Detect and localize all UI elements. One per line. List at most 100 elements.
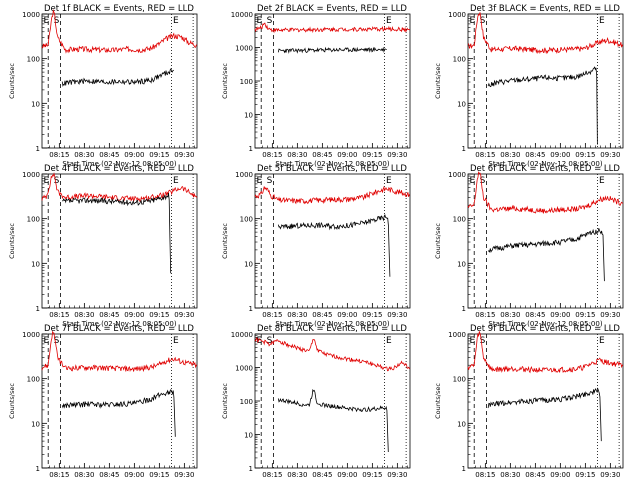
x-tick-label: 09:15 xyxy=(149,471,169,479)
y-axis-label: Counts/sec xyxy=(221,383,229,419)
x-tick-label: 09:15 xyxy=(149,151,169,159)
plot-frame xyxy=(254,13,411,149)
panel-title: Det 4f BLACK = Events, RED = LLD xyxy=(44,164,194,174)
lld-series-line xyxy=(41,330,198,373)
interval-marker: S xyxy=(267,336,273,346)
x-tick-label: 09:15 xyxy=(362,311,382,319)
y-tick-label: 100 xyxy=(240,398,253,406)
x-tick-label: 09:15 xyxy=(149,311,169,319)
panel-6: Det 6f BLACK = Events, RED = LLD Counts/s… xyxy=(434,164,624,328)
x-tick-label: 08:45 xyxy=(312,311,332,319)
panel-title: Det 9f BLACK = Events, RED = LLD xyxy=(470,324,620,334)
interval-marker: E xyxy=(386,176,392,186)
panel-1: Det 1f BLACK = Events, RED = LLD Counts/s… xyxy=(8,4,198,168)
y-axis-label: Counts/sec xyxy=(221,223,229,259)
y-tick-label: 10 xyxy=(31,420,40,428)
x-axis-label: Start Time (02-Nov-12 08:05:00) xyxy=(62,160,176,168)
panel-title: Det 2f BLACK = Events, RED = LLD xyxy=(257,4,407,14)
x-tick-label: 08:30 xyxy=(500,311,520,319)
y-axis-label: Counts/sec xyxy=(434,223,442,259)
panel-title: Det 7f BLACK = Events, RED = LLD xyxy=(44,324,194,334)
interval-marker: S xyxy=(480,16,486,26)
y-tick-label: 100 xyxy=(27,216,40,224)
y-tick-label: 1 xyxy=(462,305,466,313)
panel-8: Det 8f BLACK = Events, RED = LLD Counts/s… xyxy=(221,324,411,479)
x-tick-label: 08:30 xyxy=(74,151,94,159)
y-tick-label: 100 xyxy=(453,376,466,384)
x-tick-label: 08:45 xyxy=(525,471,545,479)
x-tick-label: 09:30 xyxy=(387,151,407,159)
y-axis-label: Counts/sec xyxy=(8,383,16,419)
events-series-line xyxy=(487,228,605,282)
y-tick-label: 100 xyxy=(27,56,40,64)
x-tick-label: 09:30 xyxy=(600,151,620,159)
panel-title: Det 1f BLACK = Events, RED = LLD xyxy=(44,4,194,14)
x-tick-label: 08:45 xyxy=(99,311,119,319)
x-tick-label: 09:30 xyxy=(600,471,620,479)
x-tick-label: 08:30 xyxy=(287,471,307,479)
y-axis-label: Counts/sec xyxy=(221,63,229,99)
y-tick-label: 1 xyxy=(36,145,40,153)
x-tick-label: 08:15 xyxy=(262,471,282,479)
x-axis-label: Start Time (02-Nov-12 08:05:00) xyxy=(488,320,602,328)
y-tick-label: 1 xyxy=(249,305,253,313)
x-tick-label: 08:30 xyxy=(500,471,520,479)
x-tick-label: 09:30 xyxy=(600,311,620,319)
y-tick-label: 100 xyxy=(27,376,40,384)
x-tick-label: 08:15 xyxy=(262,311,282,319)
x-axis-label: Start Time (02-Nov-12 08:05:00) xyxy=(275,320,389,328)
interval-marker: S xyxy=(267,176,273,186)
x-tick-label: 08:45 xyxy=(99,471,119,479)
interval-marker: E xyxy=(386,16,392,26)
x-tick-label: 09:15 xyxy=(575,471,595,479)
x-tick-label: 08:45 xyxy=(99,151,119,159)
y-tick-label: 1000 xyxy=(235,45,253,53)
y-tick-label: 1000 xyxy=(448,171,466,179)
plot-frame xyxy=(41,173,198,309)
interval-marker: S xyxy=(54,336,60,346)
y-tick-label: 100 xyxy=(453,216,466,224)
y-tick-label: 1 xyxy=(249,145,253,153)
x-tick-label: 09:00 xyxy=(550,471,570,479)
lld-series-line xyxy=(467,171,624,214)
x-tick-label: 09:15 xyxy=(362,471,382,479)
interval-marker: E xyxy=(599,336,605,346)
events-series-line xyxy=(61,389,176,437)
x-tick-label: 08:30 xyxy=(287,311,307,319)
events-series-line xyxy=(62,192,172,274)
x-tick-label: 09:30 xyxy=(174,311,194,319)
x-tick-label: 09:00 xyxy=(124,471,144,479)
interval-marker: S xyxy=(54,16,60,26)
x-tick-label: 08:45 xyxy=(525,151,545,159)
y-tick-label: 10 xyxy=(457,420,466,428)
x-tick-label: 09:00 xyxy=(337,151,357,159)
lld-series-line xyxy=(41,9,198,54)
x-tick-label: 08:15 xyxy=(49,471,69,479)
y-tick-label: 1000 xyxy=(22,11,40,19)
y-tick-label: 1000 xyxy=(448,11,466,19)
lld-series-line xyxy=(254,337,411,372)
x-tick-label: 09:30 xyxy=(174,471,194,479)
events-series-line xyxy=(277,213,391,277)
y-tick-label: 100 xyxy=(453,56,466,64)
events-series-line xyxy=(487,66,598,145)
y-tick-label: 1000 xyxy=(235,171,253,179)
x-tick-label: 09:30 xyxy=(174,151,194,159)
y-tick-label: 1000 xyxy=(235,365,253,373)
x-tick-label: 09:00 xyxy=(337,311,357,319)
panel-title: Det 6f BLACK = Events, RED = LLD xyxy=(470,164,620,174)
x-tick-label: 08:15 xyxy=(475,311,495,319)
y-axis-label: Counts/sec xyxy=(434,63,442,99)
x-tick-label: 09:00 xyxy=(550,151,570,159)
y-tick-label: 10 xyxy=(244,432,253,440)
x-tick-label: 09:15 xyxy=(575,151,595,159)
x-tick-label: 08:15 xyxy=(262,151,282,159)
interval-marker: E xyxy=(173,16,179,26)
plot-frame xyxy=(254,333,411,469)
y-tick-label: 1000 xyxy=(22,171,40,179)
y-tick-label: 10 xyxy=(31,100,40,108)
panel-4: Det 4f BLACK = Events, RED = LLD Counts/s… xyxy=(8,164,198,328)
interval-marker: E xyxy=(470,336,476,346)
lld-series-line xyxy=(467,12,624,55)
x-tick-label: 09:30 xyxy=(387,471,407,479)
